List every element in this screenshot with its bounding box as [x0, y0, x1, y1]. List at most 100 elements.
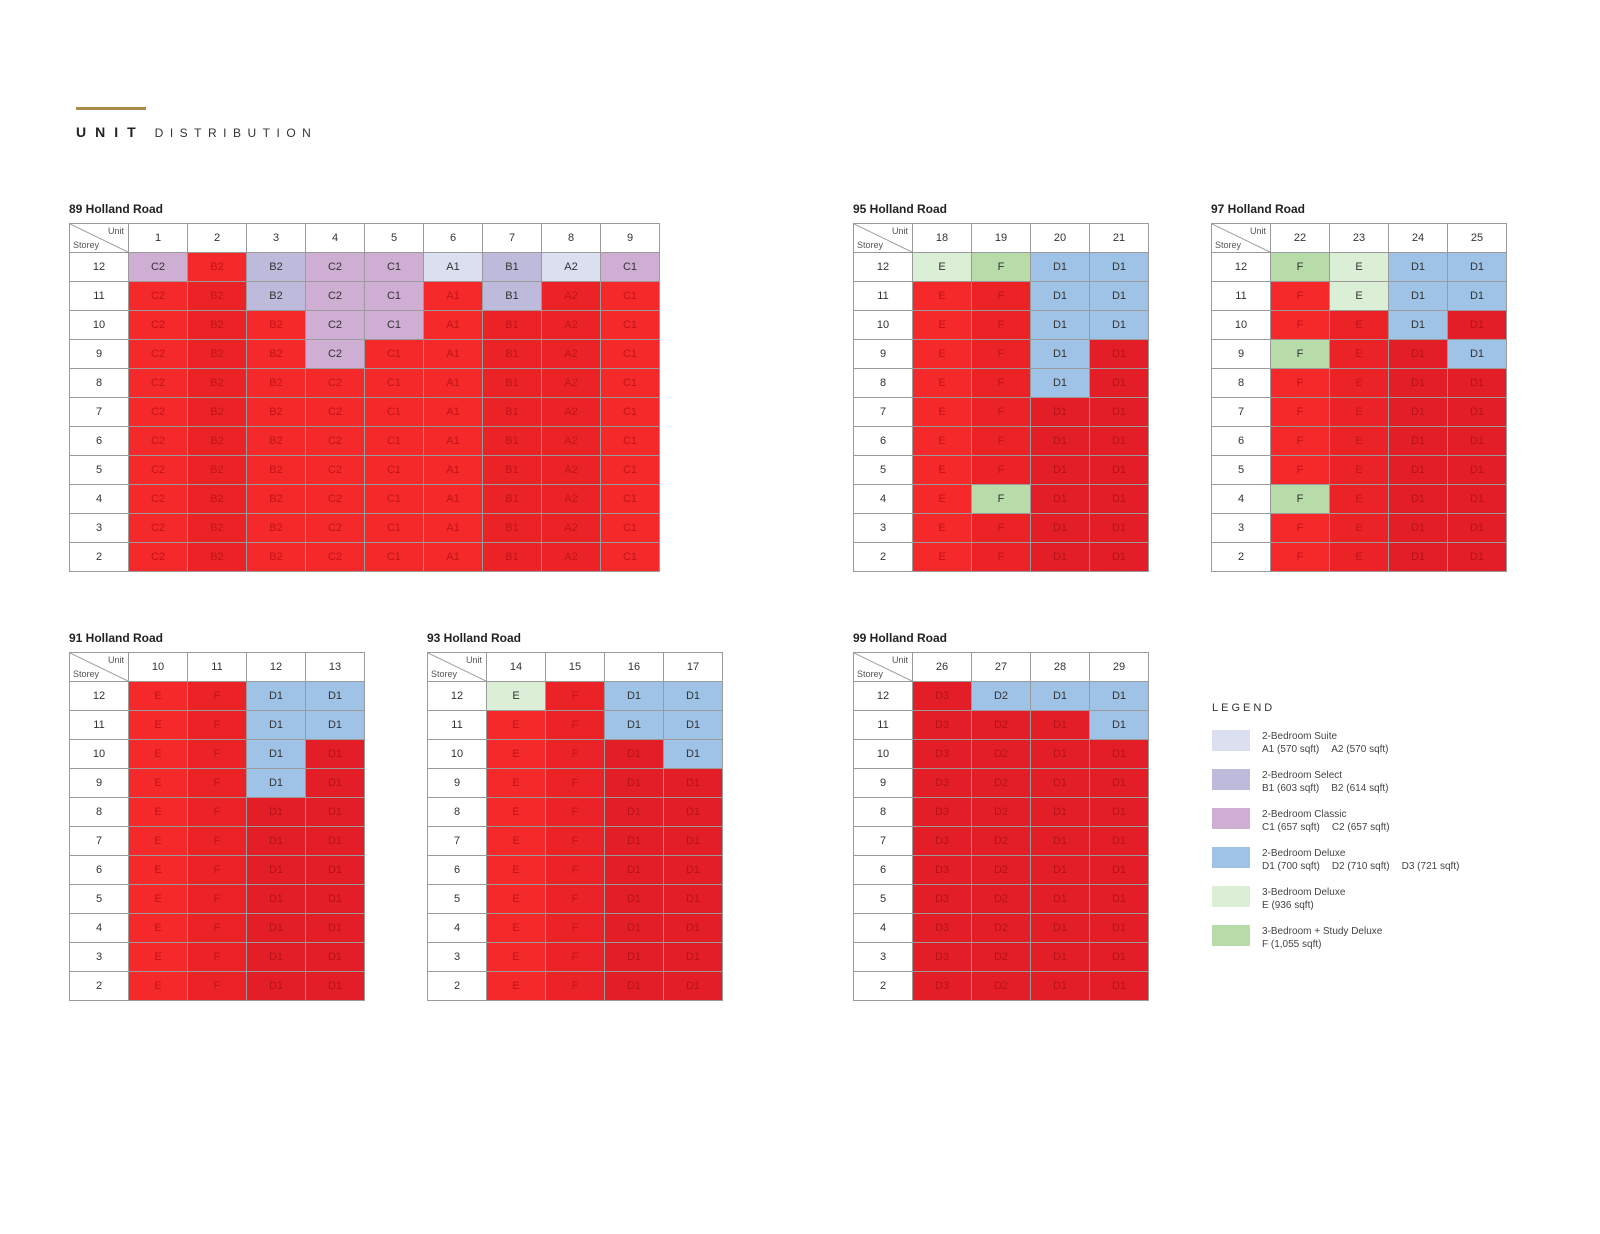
- unit-cell: D1: [604, 826, 664, 856]
- unit-cell: D1: [1089, 884, 1149, 914]
- storey-row: 12 E F D1 D1: [69, 681, 365, 711]
- unit-cell: E: [912, 426, 972, 456]
- unit-cell: D1: [604, 681, 664, 711]
- unit-cell: D1: [1089, 826, 1149, 856]
- unit-cell: A2: [541, 426, 601, 456]
- unit-cell: E: [486, 913, 546, 943]
- corner-storey-label: Storey: [1215, 240, 1242, 250]
- legend-item-name: 2-Bedroom Classic: [1262, 809, 1347, 820]
- storey-label: 8: [427, 797, 487, 827]
- unit-header-row: Unit Storey 1 2 3 4 5 6 7 8 9: [69, 223, 660, 253]
- unit-cell: C2: [305, 368, 365, 398]
- storey-label: 8: [69, 368, 129, 398]
- unit-cell: D1: [1030, 426, 1090, 456]
- unit-cell: D1: [1447, 397, 1507, 427]
- storey-row: 8 E F D1 D1: [69, 797, 365, 827]
- unit-cell: B2: [187, 252, 247, 282]
- unit-cell: A2: [541, 397, 601, 427]
- unit-grid: Unit Storey 26 27 28 29 12 D3 D2 D1 D1 11 D3 D2 D1 D1 10…: [853, 652, 1149, 1001]
- storey-label: 12: [1211, 252, 1271, 282]
- unit-cell: C1: [600, 339, 660, 369]
- legend-swatch: [1212, 730, 1250, 751]
- block-97-holland-road: 97 Holland Road Unit Storey 22 23 24 25 12 F E D1 D…: [1211, 202, 1507, 572]
- storey-row: 2 E F D1 D1: [427, 971, 723, 1001]
- unit-cell: C1: [364, 310, 424, 340]
- storey-row: 8 E F D1 D1: [853, 368, 1149, 398]
- unit-cell: F: [971, 397, 1031, 427]
- unit-cell: D1: [1089, 739, 1149, 769]
- unit-cell: B2: [187, 513, 247, 543]
- unit-cell: D1: [1030, 513, 1090, 543]
- storey-label: 4: [69, 484, 129, 514]
- storey-row: 8 F E D1 D1: [1211, 368, 1507, 398]
- unit-cell: D1: [305, 826, 365, 856]
- page-title: UNIT DISTRIBUTION: [76, 124, 317, 140]
- storey-label: 6: [853, 855, 913, 885]
- unit-cell: D1: [1447, 252, 1507, 282]
- unit-grid: Unit Storey 1 2 3 4 5 6 7 8 9 12 C2 B2 B2 C2 C1 A1 B1 A2 C1 1…: [69, 223, 660, 572]
- storey-row: 5 E F D1 D1: [853, 455, 1149, 485]
- unit-cell: C2: [305, 542, 365, 572]
- unit-cell: D1: [1388, 368, 1448, 398]
- unit-cell: B2: [246, 542, 306, 572]
- unit-cell: D3: [912, 710, 972, 740]
- unit-cell: C1: [364, 484, 424, 514]
- unit-cell: D1: [1089, 942, 1149, 972]
- storey-label: 11: [69, 281, 129, 311]
- unit-cell: D1: [1089, 971, 1149, 1001]
- unit-cell: C1: [600, 281, 660, 311]
- unit-number-header: 8: [541, 223, 601, 253]
- unit-cell: E: [1329, 513, 1389, 543]
- unit-cell: D1: [1030, 281, 1090, 311]
- unit-cell: C2: [128, 397, 188, 427]
- unit-cell: F: [545, 884, 605, 914]
- unit-cell: A1: [423, 368, 483, 398]
- storey-row: 12 D3 D2 D1 D1: [853, 681, 1149, 711]
- unit-cell: E: [912, 397, 972, 427]
- storey-label: 12: [69, 681, 129, 711]
- storey-row: 10 F E D1 D1: [1211, 310, 1507, 340]
- legend-text: 2-Bedroom Select B1 (603 sqft) B2 (614 sqf…: [1262, 769, 1401, 795]
- unit-cell: C1: [364, 368, 424, 398]
- storey-label: 11: [853, 710, 913, 740]
- unit-cell: E: [912, 252, 972, 282]
- storey-label: 5: [69, 455, 129, 485]
- page-title-light: DISTRIBUTION: [154, 126, 318, 140]
- storey-row: 12 E F D1 D1: [427, 681, 723, 711]
- unit-cell: D2: [971, 942, 1031, 972]
- unit-cell: D3: [912, 913, 972, 943]
- unit-cell: B2: [246, 252, 306, 282]
- unit-number-header: 6: [423, 223, 483, 253]
- unit-cell: C2: [305, 252, 365, 282]
- unit-cell: E: [912, 339, 972, 369]
- unit-cell: F: [187, 855, 247, 885]
- unit-cell: C1: [600, 397, 660, 427]
- storey-label: 7: [427, 826, 487, 856]
- unit-header-row: Unit Storey 18 19 20 21: [853, 223, 1149, 253]
- storey-row: 12 C2 B2 B2 C2 C1 A1 B1 A2 C1: [69, 252, 660, 282]
- unit-cell: C2: [128, 310, 188, 340]
- unit-number-header: 23: [1329, 223, 1389, 253]
- storey-row: 6 E F D1 D1: [853, 426, 1149, 456]
- corner-unit-label: Unit: [1249, 226, 1266, 236]
- corner-cell: Unit Storey: [853, 223, 913, 253]
- unit-cell: D1: [246, 884, 306, 914]
- unit-cell: F: [971, 368, 1031, 398]
- storey-row: 8 C2 B2 B2 C2 C1 A1 B1 A2 C1: [69, 368, 660, 398]
- corner-cell: Unit Storey: [69, 223, 129, 253]
- storey-label: 8: [853, 797, 913, 827]
- storey-label: 8: [69, 797, 129, 827]
- unit-cell: C1: [600, 426, 660, 456]
- storey-label: 9: [1211, 339, 1271, 369]
- unit-cell: D1: [1030, 913, 1090, 943]
- corner-unit-label: Unit: [465, 655, 482, 665]
- unit-cell: B1: [482, 542, 542, 572]
- legend-item-sizes: E (936 sqft): [1262, 899, 1345, 912]
- legend-items: 2-Bedroom Suite A1 (570 sqft) A2 (570 sqft…: [1212, 730, 1471, 964]
- unit-cell: A1: [423, 484, 483, 514]
- unit-cell: E: [128, 826, 188, 856]
- unit-cell: D1: [663, 681, 723, 711]
- storey-label: 6: [427, 855, 487, 885]
- legend: LEGEND 2-Bedroom Suite A1 (570 sqft) A2 (5…: [1212, 702, 1471, 964]
- unit-cell: D1: [1089, 455, 1149, 485]
